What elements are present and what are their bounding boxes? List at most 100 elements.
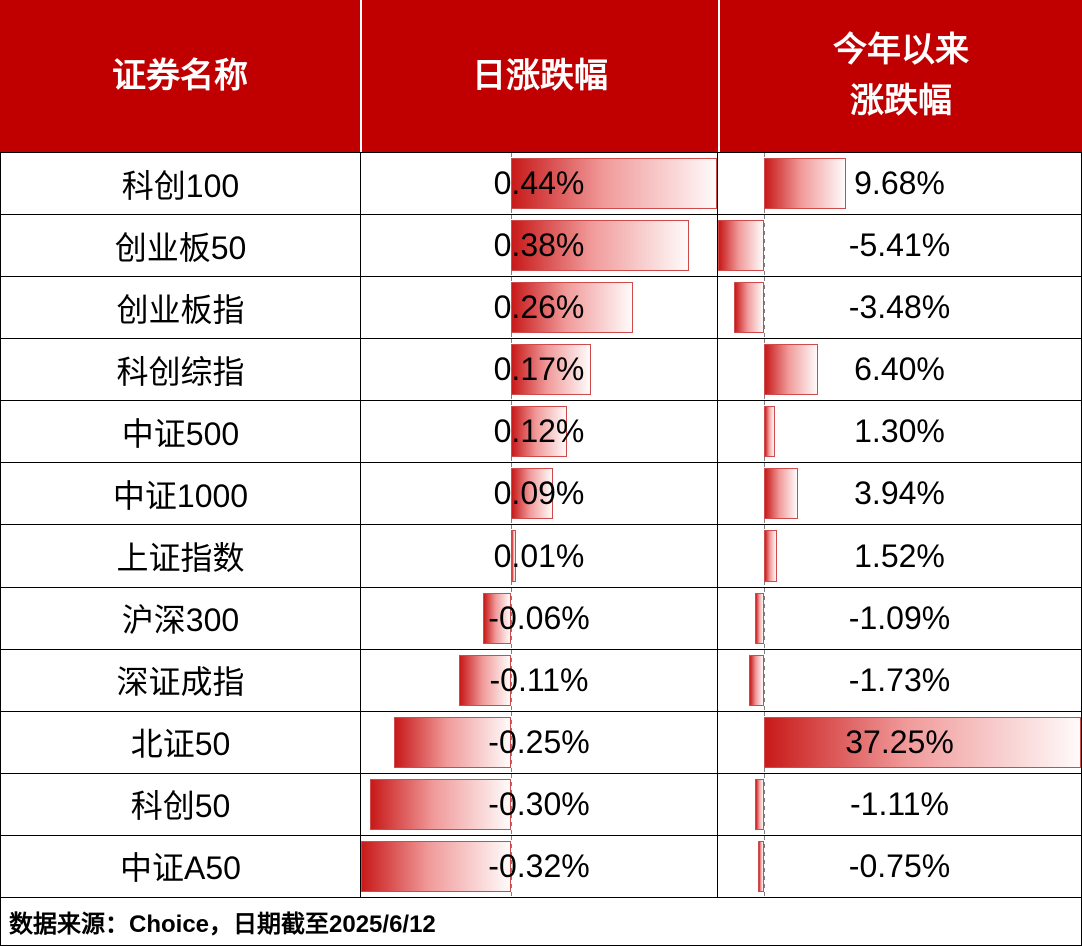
daily-change-value: 0.09% [493, 475, 585, 512]
ytd-change-value: -3.48% [848, 289, 951, 326]
header-ytd-change: 今年以来 涨跌幅 [718, 0, 1082, 152]
index-name: 创业板50 [114, 229, 247, 266]
ytd-change-value: 37.25% [845, 723, 954, 760]
ytd-change-value: -1.09% [848, 599, 951, 636]
ytd-change-value: 1.30% [854, 413, 945, 450]
positive-data-bar [764, 344, 819, 396]
ytd-change-value: -0.75% [848, 847, 951, 884]
ytd-change-value: 9.68% [854, 165, 945, 202]
ytd-change-cell: -0.75% [717, 835, 1081, 897]
ytd-change-cell: 9.68% [717, 153, 1081, 215]
ytd-change-cell: -1.09% [717, 587, 1081, 649]
daily-change-cell: 0.17% [360, 339, 717, 401]
daily-change-value: -0.25% [488, 723, 590, 760]
index-name: 深证成指 [116, 664, 245, 701]
ytd-change-cell: 1.30% [717, 401, 1081, 463]
table-header: 证券名称 日涨跌幅 今年以来 涨跌幅 [0, 0, 1082, 152]
data-source-text: 数据来源：Choice，日期截至2025/6/12 [9, 911, 436, 938]
daily-change-value: 0.26% [493, 289, 585, 326]
daily-change-cell: 0.44% [360, 153, 717, 215]
positive-data-bar [764, 406, 776, 458]
header-ytd-change-label-line2: 涨跌幅 [850, 82, 952, 120]
ytd-change-cell: -5.41% [717, 215, 1081, 277]
header-security-name-label: 证券名称 [112, 56, 248, 95]
table-row: 中证A50 -0.32% -0.75% [1, 835, 1081, 898]
negative-data-bar [459, 654, 511, 706]
positive-data-bar [510, 158, 717, 210]
positive-data-bar [510, 282, 633, 334]
positive-data-bar [764, 158, 847, 210]
negative-data-bar [749, 654, 765, 706]
zero-axis-line [764, 835, 766, 897]
index-name: 科创综指 [116, 353, 245, 390]
table-row: 深证成指 -0.11% -1.73% [1, 649, 1081, 712]
zero-axis-line [764, 587, 766, 649]
ytd-change-value: 3.94% [854, 475, 945, 512]
index-name: 沪深300 [121, 602, 240, 639]
positive-data-bar [510, 530, 516, 582]
negative-data-bar [718, 220, 765, 272]
zero-axis-line [764, 277, 766, 339]
table-row: 上证指数 0.01% 1.52% [1, 525, 1081, 588]
negative-data-bar [482, 592, 511, 644]
negative-data-bar [370, 778, 511, 830]
table-row: 北证50 -0.25% 37.25% [1, 711, 1081, 774]
zero-axis-line [510, 587, 512, 649]
daily-change-value: 0.38% [493, 227, 585, 264]
zero-axis-line [764, 215, 766, 277]
daily-change-cell: 0.01% [360, 525, 717, 587]
daily-change-value: 0.17% [493, 351, 585, 388]
ytd-change-value: 6.40% [854, 351, 945, 388]
zero-axis-line [510, 711, 512, 773]
daily-change-cell: -0.30% [360, 773, 717, 835]
ytd-change-value: -5.41% [848, 227, 951, 264]
zero-axis-line [764, 649, 766, 711]
positive-data-bar [764, 716, 1081, 768]
daily-change-cell: 0.26% [360, 277, 717, 339]
daily-change-cell: 0.12% [360, 401, 717, 463]
ytd-change-cell: -3.48% [717, 277, 1081, 339]
ytd-change-cell: -1.73% [717, 649, 1081, 711]
positive-data-bar [764, 530, 777, 582]
ytd-change-cell: 1.52% [717, 525, 1081, 587]
index-name: 中证500 [121, 415, 240, 452]
ytd-change-value: 1.52% [854, 537, 945, 574]
ytd-change-cell: 3.94% [717, 463, 1081, 525]
negative-data-bar [734, 282, 765, 334]
negative-data-bar [757, 840, 765, 892]
table-row: 科创50 -0.30% -1.11% [1, 773, 1081, 836]
daily-change-cell: -0.06% [360, 587, 717, 649]
data-source-note: 数据来源：Choice，日期截至2025/6/12 [0, 898, 1082, 946]
header-ytd-change-label-line1: 今年以来 [833, 31, 969, 69]
ytd-change-cell: -1.11% [717, 773, 1081, 835]
daily-change-cell: 0.09% [360, 463, 717, 525]
positive-data-bar [510, 406, 568, 458]
negative-data-bar [361, 840, 511, 892]
zero-axis-line [510, 835, 512, 897]
negative-data-bar [754, 592, 765, 644]
table-row: 创业板50 0.38% -5.41% [1, 215, 1081, 278]
index-name: 中证A50 [120, 850, 241, 887]
positive-data-bar [510, 468, 554, 520]
daily-change-value: -0.30% [488, 785, 590, 822]
index-name: 北证50 [130, 726, 231, 763]
header-daily-change-label: 日涨跌幅 [472, 56, 608, 95]
positive-data-bar [764, 468, 798, 520]
daily-change-value: -0.32% [488, 847, 590, 884]
ytd-change-value: -1.11% [849, 785, 949, 822]
index-name: 科创50 [130, 788, 231, 825]
table-row: 中证1000 0.09% 3.94% [1, 463, 1081, 526]
header-daily-change: 日涨跌幅 [360, 0, 718, 152]
positive-data-bar [510, 344, 591, 396]
index-name: 创业板指 [116, 291, 245, 328]
header-security-name: 证券名称 [0, 0, 360, 152]
daily-change-value: 0.01% [493, 537, 585, 574]
table-body: 科创100 0.44% 9.68% 创业板50 0.38% -5.41% 创业板指 0.26%… [0, 152, 1082, 898]
daily-change-value: 0.12% [493, 413, 585, 450]
ytd-change-cell: 6.40% [717, 339, 1081, 401]
index-name: 科创100 [121, 167, 240, 204]
index-name: 中证1000 [112, 477, 249, 514]
ytd-change-value: -1.73% [848, 661, 951, 698]
zero-axis-line [510, 773, 512, 835]
